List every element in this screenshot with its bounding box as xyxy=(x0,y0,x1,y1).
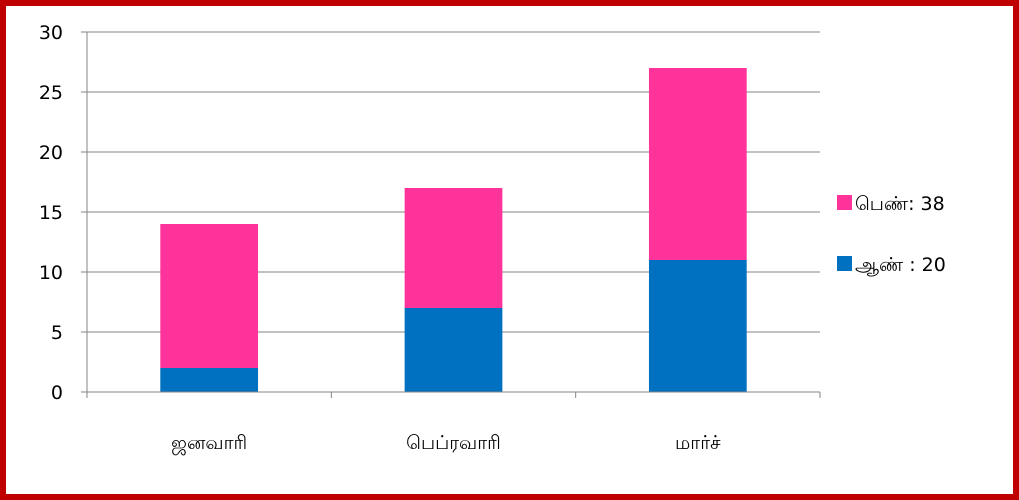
x-category-labels: ஜனவாரி பெப்ரவாரி மார்ச் xyxy=(171,432,721,455)
y-tick-label-10: 10 xyxy=(39,262,63,284)
bar-male-1 xyxy=(404,308,503,392)
legend-label-0: பெண்: 38 xyxy=(855,193,945,215)
bar-male-0 xyxy=(160,368,259,392)
y-tick-labels: 0 5 10 15 20 25 30 xyxy=(39,22,63,404)
y-tick-label-30: 30 xyxy=(39,22,63,44)
x-category-label-2: மார்ச் xyxy=(675,432,721,454)
y-tick-label-15: 15 xyxy=(39,202,63,224)
legend-label-1: ஆண் : 20 xyxy=(855,254,946,276)
y-tick-label-20: 20 xyxy=(39,142,63,164)
y-tick-label-5: 5 xyxy=(51,322,63,344)
legend-swatch-1 xyxy=(837,256,852,271)
bar-female-1 xyxy=(404,188,503,308)
bar-male-2 xyxy=(648,260,747,392)
legend-swatch-0 xyxy=(837,195,852,210)
legend: பெண்: 38 ஆண் : 20 xyxy=(837,193,946,276)
bar-female-0 xyxy=(160,224,259,368)
y-tick-label-25: 25 xyxy=(39,82,63,104)
bars xyxy=(160,68,747,392)
x-category-label-1: பெப்ரவாரி xyxy=(406,432,501,454)
bar-female-2 xyxy=(648,68,747,260)
x-category-label-0: ஜனவாரி xyxy=(171,432,247,455)
y-tick-label-0: 0 xyxy=(51,382,63,404)
axes xyxy=(81,31,821,398)
